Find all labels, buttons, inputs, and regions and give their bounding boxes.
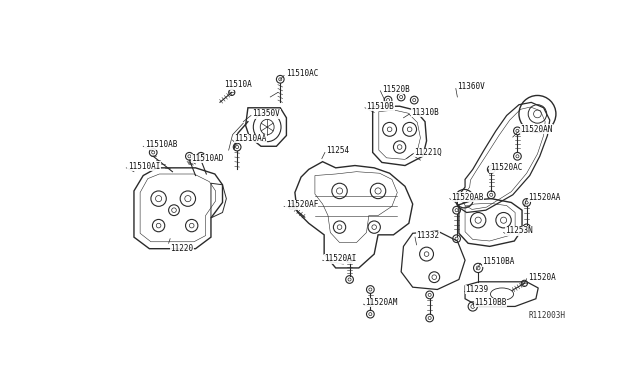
Text: 11350V: 11350V <box>253 109 280 118</box>
Text: 11510AB: 11510AB <box>145 140 177 149</box>
Text: 11520AF: 11520AF <box>285 200 318 209</box>
Text: 11254: 11254 <box>326 147 349 155</box>
Text: 11520B: 11520B <box>382 85 410 94</box>
Text: 11520AB: 11520AB <box>451 193 484 202</box>
Text: 11253N: 11253N <box>505 227 533 235</box>
Text: 11221Q: 11221Q <box>414 148 442 157</box>
Text: 11520AN: 11520AN <box>520 125 553 134</box>
Text: 11332: 11332 <box>417 231 440 240</box>
Text: 11510BB: 11510BB <box>474 298 507 307</box>
Text: 11510A: 11510A <box>224 80 252 89</box>
Text: 11510AI: 11510AI <box>128 162 160 171</box>
Text: 11510BA: 11510BA <box>482 257 515 266</box>
Text: 11520A: 11520A <box>528 273 556 282</box>
Text: 11510AC: 11510AC <box>285 70 318 78</box>
Text: 11360V: 11360V <box>458 83 485 92</box>
Text: 11510B: 11510B <box>367 102 394 111</box>
Text: 11510AD: 11510AD <box>191 154 223 163</box>
Text: R112003H: R112003H <box>528 311 565 320</box>
Text: 11239: 11239 <box>465 285 488 294</box>
Text: 11220: 11220 <box>170 244 193 253</box>
Text: 11520AA: 11520AA <box>528 193 561 202</box>
Text: 11520AM: 11520AM <box>365 298 397 307</box>
Text: 11520AI: 11520AI <box>324 254 356 263</box>
Text: 11510AA: 11510AA <box>234 134 266 143</box>
Text: 11520AC: 11520AC <box>490 163 522 172</box>
Text: 11310B: 11310B <box>411 108 439 117</box>
